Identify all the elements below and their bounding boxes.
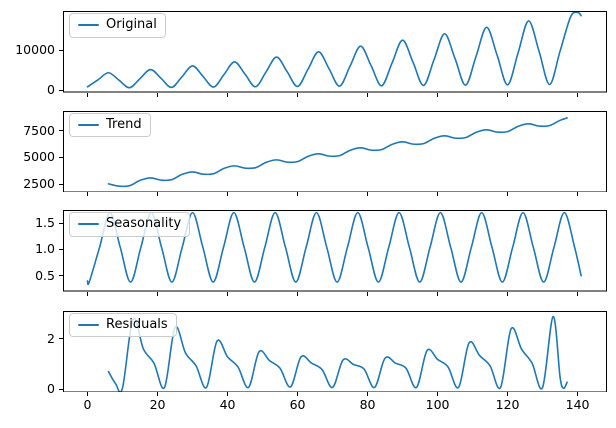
x-tick-mark	[297, 92, 299, 97]
x-tick-mark	[507, 92, 509, 97]
x-tick-mark	[367, 92, 369, 97]
y-tick-mark	[59, 248, 63, 250]
x-tick-mark	[87, 92, 88, 97]
y-tick-mark	[59, 183, 63, 185]
x-tick-mark	[507, 392, 509, 396]
x-tick-mark	[87, 291, 88, 296]
y-tick-label: 10000	[15, 42, 55, 58]
x-tick-mark	[227, 291, 229, 296]
trend-line	[107, 116, 568, 187]
legend-seasonality: Seasonality	[69, 212, 191, 237]
x-tick-label: 120	[495, 397, 520, 412]
y-tick-mark	[59, 89, 63, 91]
x-tick-mark	[157, 392, 159, 396]
y-tick-label: 2	[47, 330, 55, 346]
y-tick-label: 5000	[23, 149, 55, 165]
axes-spines	[63, 210, 607, 292]
x-tick-mark	[227, 392, 229, 396]
trend-plot-canvas	[63, 110, 607, 192]
y-tick-label: 2500	[23, 176, 55, 191]
y-tick-mark	[59, 338, 63, 340]
x-tick-mark	[227, 92, 229, 97]
y-tick-mark	[59, 49, 63, 51]
subplot-trend: Trend	[63, 110, 607, 192]
x-tick-label: 100	[425, 397, 450, 412]
x-tick-mark	[577, 192, 579, 196]
legend-label: Original	[106, 17, 157, 32]
y-tick-mark	[59, 222, 63, 224]
x-tick-mark	[297, 192, 299, 196]
subplot-residuals: Residuals	[63, 310, 607, 392]
x-tick-mark	[437, 192, 439, 196]
y-tick-label: 1.0	[35, 241, 55, 257]
y-tick-label: 7500	[23, 122, 55, 138]
y-tick-label: 1.5	[35, 215, 55, 231]
x-tick-mark	[157, 192, 159, 196]
x-tick-mark	[227, 192, 229, 196]
x-tick-mark	[367, 192, 369, 196]
x-tick-mark	[297, 291, 299, 296]
x-tick-mark	[157, 92, 159, 97]
legend-original: Original	[69, 13, 166, 38]
y-tick-label: 0	[47, 381, 55, 397]
x-tick-mark	[437, 291, 439, 296]
x-tick-mark	[367, 392, 369, 396]
legend-line-sample	[78, 323, 99, 326]
legend-line-sample	[78, 123, 99, 126]
subplot-seasonality: Seasonality	[63, 210, 607, 292]
residuals-line	[107, 315, 568, 392]
y-tick-mark	[59, 130, 63, 132]
x-tick-label: 80	[359, 397, 376, 412]
residuals-plot-canvas	[63, 310, 607, 392]
x-tick-label: 140	[565, 397, 590, 412]
x-tick-label: 40	[219, 397, 236, 412]
axes-spines	[63, 110, 607, 192]
x-tick-mark	[157, 291, 159, 296]
original-line	[86, 11, 582, 89]
subplot-original: Original	[63, 11, 607, 93]
seasonality-line	[86, 211, 582, 286]
legend-label: Seasonality	[106, 216, 182, 231]
x-tick-label: 60	[289, 397, 306, 412]
legend-label: Residuals	[106, 316, 168, 332]
x-tick-mark	[577, 291, 579, 296]
legend-line-sample	[78, 24, 99, 27]
legend-residuals: Residuals	[69, 312, 177, 338]
x-tick-mark	[297, 392, 299, 396]
axes-spines	[63, 310, 607, 392]
y-tick-mark	[59, 156, 63, 158]
original-plot-canvas	[63, 11, 607, 93]
x-tick-mark	[437, 392, 439, 396]
seasonality-plot-canvas	[63, 210, 607, 292]
x-tick-label: 20	[149, 397, 166, 412]
x-tick-mark	[87, 392, 88, 396]
y-tick-mark	[59, 275, 63, 277]
y-tick-mark	[59, 388, 63, 390]
legend-line-sample	[78, 223, 99, 226]
y-tick-label: 0	[47, 82, 55, 98]
x-tick-mark	[87, 192, 88, 196]
legend-label: Trend	[106, 116, 142, 132]
x-tick-mark	[577, 92, 579, 97]
axes-spines	[63, 11, 607, 93]
x-tick-mark	[507, 192, 509, 196]
x-tick-mark	[577, 392, 579, 396]
x-tick-mark	[437, 92, 439, 97]
legend-trend: Trend	[69, 112, 151, 138]
x-tick-mark	[367, 291, 369, 296]
y-tick-label: 0.5	[35, 267, 55, 283]
x-tick-label: 0	[83, 397, 92, 412]
x-tick-mark	[507, 291, 509, 296]
